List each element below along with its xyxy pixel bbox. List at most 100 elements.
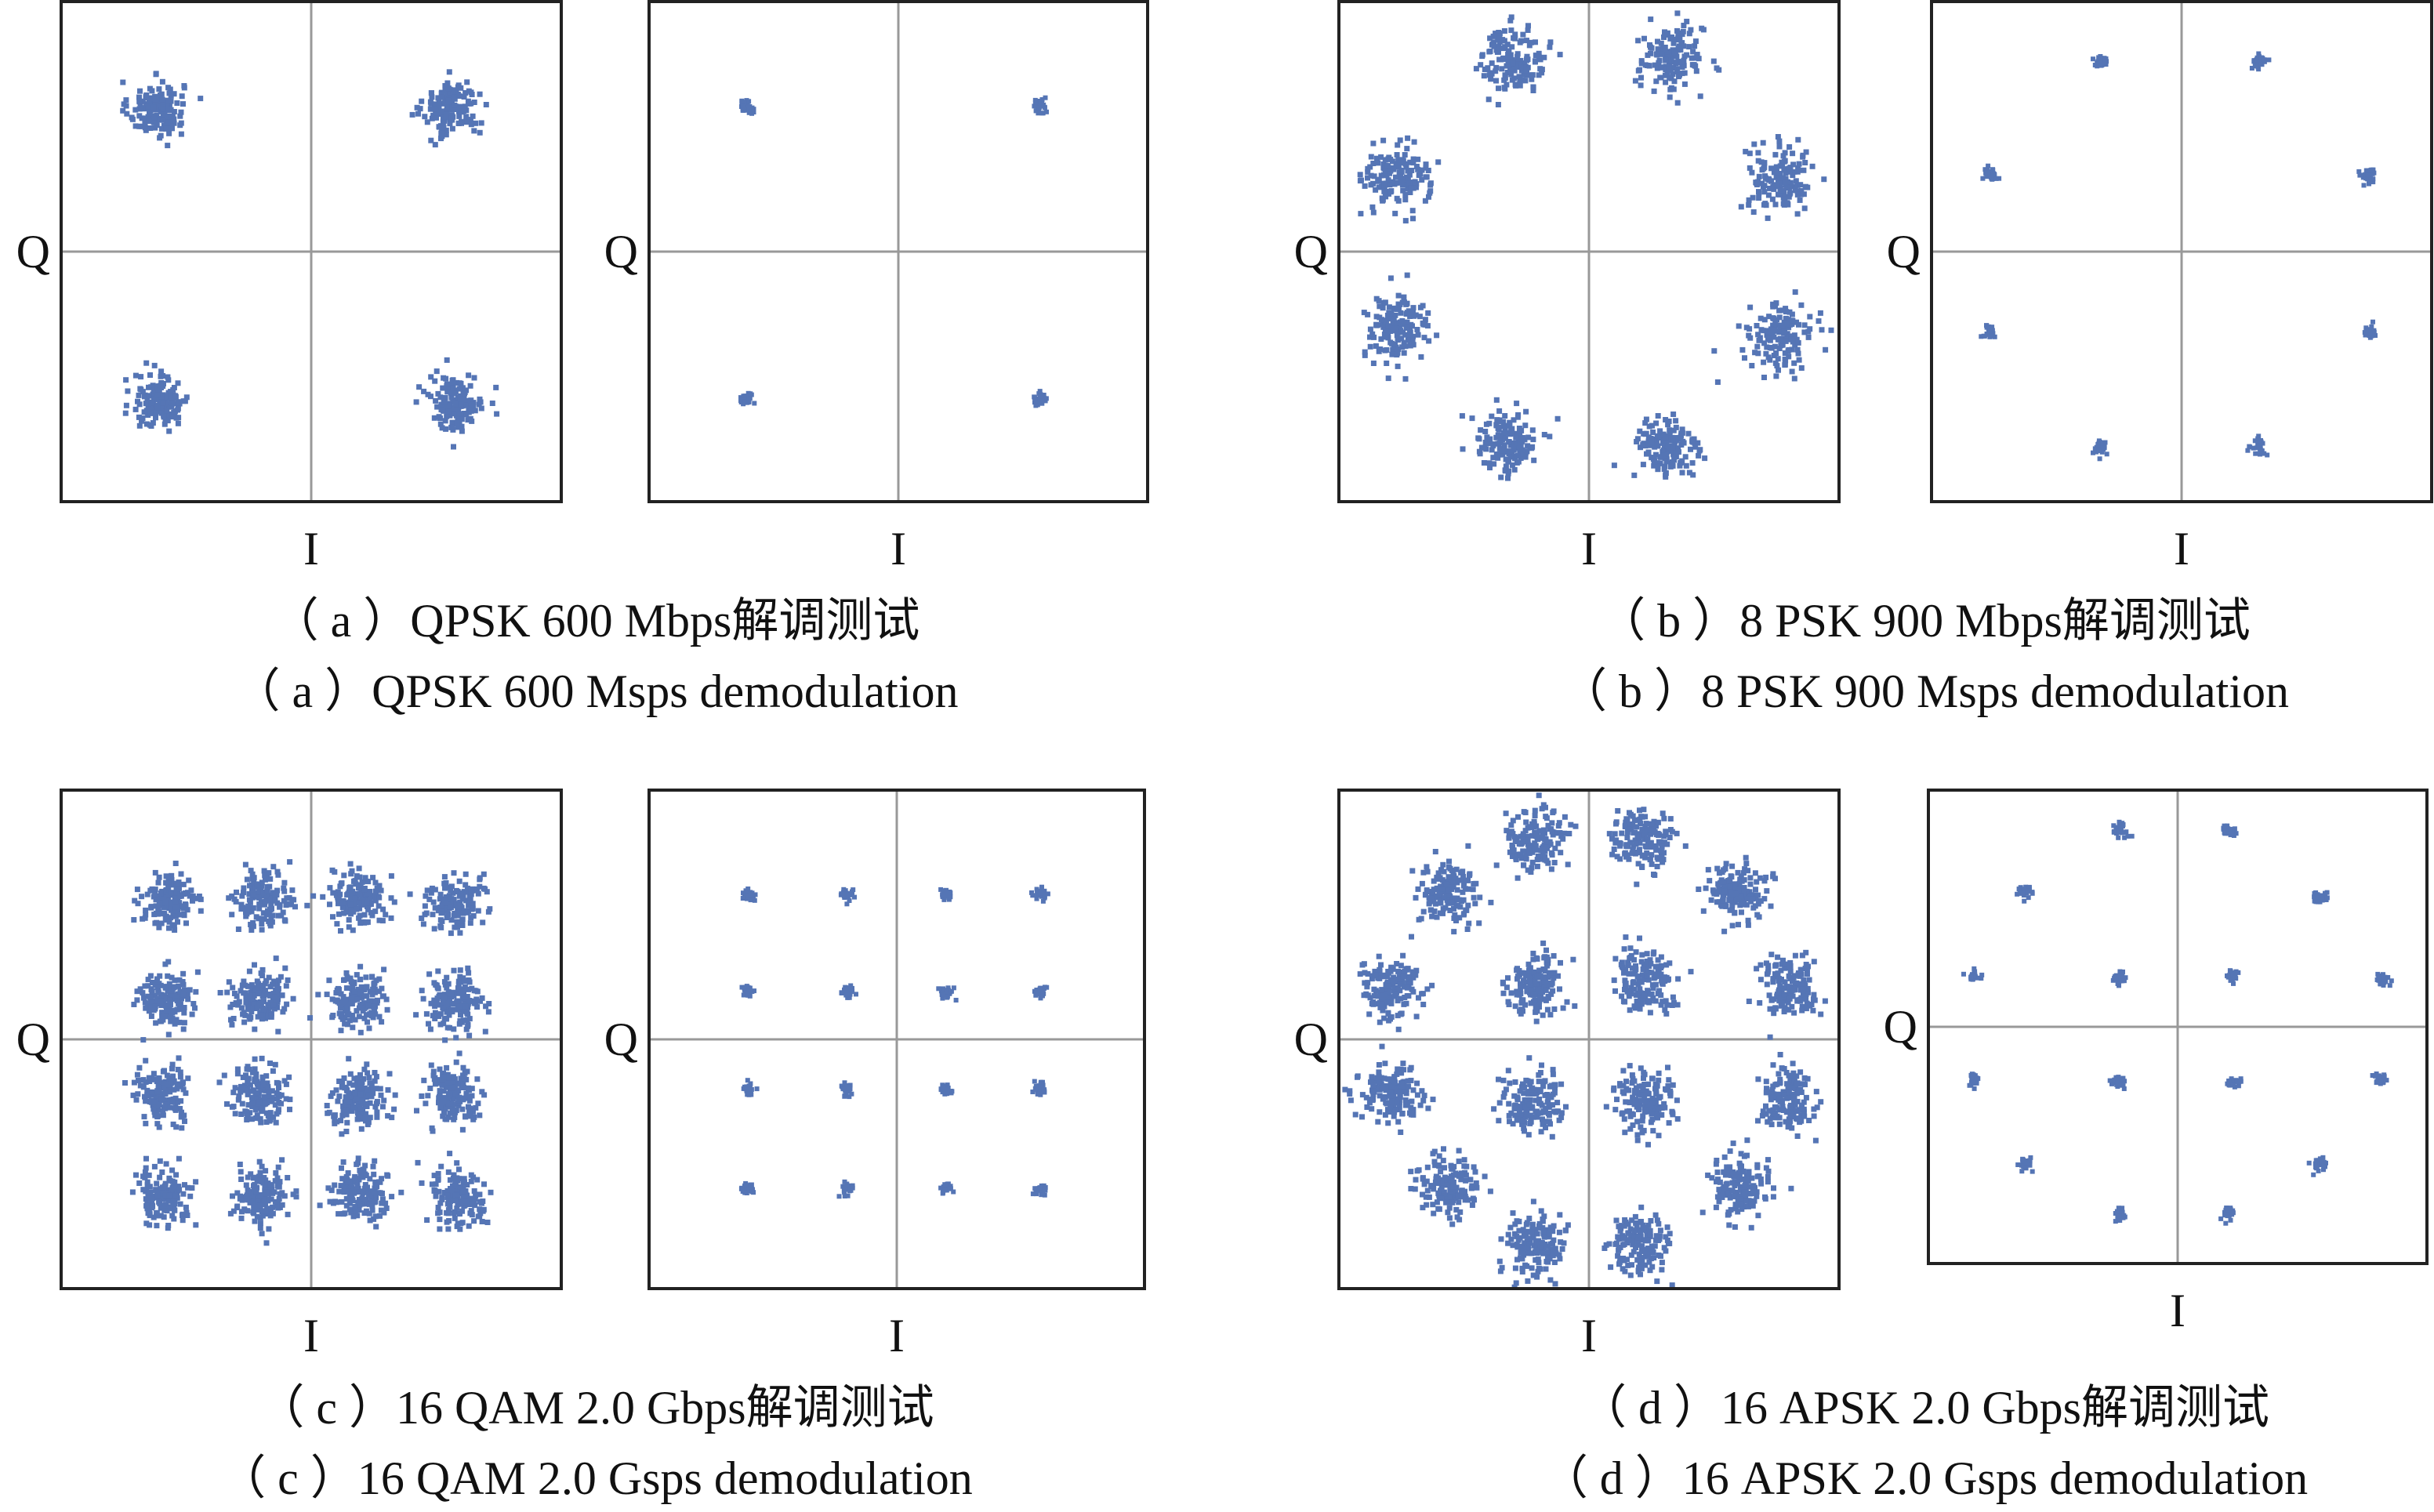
constellation-point <box>1032 984 1050 1001</box>
constellation-point <box>129 1155 199 1231</box>
constellation-point <box>1491 1055 1569 1140</box>
constellation-point <box>1030 1079 1047 1097</box>
constellation-point <box>216 1055 293 1126</box>
constellation-point <box>1032 389 1049 408</box>
constellation-point <box>740 887 758 903</box>
constellation-point <box>738 390 757 407</box>
plot-frame <box>60 789 563 1290</box>
y-axis-label: Q <box>1887 226 1921 277</box>
constellation-point <box>1409 843 1494 935</box>
constellation-point <box>131 861 204 933</box>
plot-frame <box>1930 0 2433 503</box>
plot-frame <box>1337 0 1841 503</box>
constellation-point <box>1711 289 1834 385</box>
constellation-point <box>1746 949 1828 1040</box>
constellation-point <box>1980 163 2002 182</box>
constellation-point <box>131 959 201 1043</box>
constellation-point <box>839 983 858 1000</box>
constellation-point <box>2221 823 2239 838</box>
y-axis-label: Q <box>1294 226 1328 277</box>
x-axis-label: I <box>1581 523 1597 575</box>
constellation-point <box>317 1155 404 1230</box>
plot-frame <box>1927 789 2429 1265</box>
caption-a-en: （ a ）QPSK 600 Msps demodulation <box>233 665 959 717</box>
plot-frame <box>647 0 1149 503</box>
caption-d-cn: （ d ）16 APSK 2.0 Gbps解调测试 <box>1579 1382 2270 1434</box>
constellation-point <box>1361 272 1440 382</box>
constellation-point <box>409 69 489 148</box>
constellation-point <box>1738 134 1827 221</box>
constellation-point <box>739 98 756 116</box>
constellation-point <box>1032 95 1049 116</box>
plot-frame <box>647 789 1146 1290</box>
constellation-point <box>1606 807 1689 887</box>
y-axis-label: Q <box>16 226 50 277</box>
constellation-plot-7: IQ <box>1294 789 1841 1362</box>
constellation-point <box>120 71 204 149</box>
y-axis-label: Q <box>1884 1001 1917 1053</box>
constellation-point <box>1961 966 1985 982</box>
constellation-point <box>2362 319 2378 340</box>
constellation-point <box>1699 1137 1794 1231</box>
constellation-point <box>2015 1155 2035 1174</box>
constellation-point <box>2306 1155 2328 1177</box>
x-axis-label: I <box>303 1310 319 1362</box>
y-axis-label: Q <box>16 1013 50 1065</box>
constellation-point <box>2107 1075 2127 1091</box>
x-axis-label: I <box>303 523 319 575</box>
constellation-point <box>2374 971 2394 988</box>
constellation-point <box>2015 884 2035 904</box>
constellation-point <box>1357 135 1442 224</box>
constellation-point <box>2245 433 2270 458</box>
constellation-point <box>1967 1071 1981 1091</box>
constellation-point <box>122 1055 191 1131</box>
caption-d-en: （ d ）16 APSK 2.0 Gsps demodulation <box>1540 1452 2309 1504</box>
constellation-point <box>310 861 397 934</box>
constellation-point <box>415 1151 494 1232</box>
constellation-plot-3: IQ <box>1294 0 1841 575</box>
constellation-point <box>938 1181 956 1196</box>
caption-c-cn: （ c ）16 QAM 2.0 Gbps解调测试 <box>257 1382 934 1434</box>
constellation-point <box>1030 1183 1048 1198</box>
constellation-plot-8: IQ <box>1884 789 2429 1336</box>
plot-frame <box>60 0 563 503</box>
constellation-point <box>226 859 310 933</box>
plot-frame <box>1337 789 1841 1290</box>
constellation-point <box>1500 940 1578 1024</box>
constellation-point <box>122 360 190 434</box>
constellation-point <box>1611 412 1708 480</box>
constellation-point <box>413 965 492 1043</box>
constellation-point <box>2225 968 2241 986</box>
x-axis-label: I <box>891 523 906 575</box>
constellation-point <box>217 955 313 1035</box>
constellation-point <box>1473 14 1563 107</box>
x-axis-label: I <box>1581 1310 1597 1362</box>
constellation-point <box>1357 934 1435 1032</box>
constellation-plot-2: IQ <box>604 0 1149 575</box>
constellation-point <box>938 1082 955 1097</box>
constellation-plot-6: IQ <box>604 789 1146 1362</box>
constellation-point <box>839 1080 854 1100</box>
constellation-point <box>1755 1052 1824 1144</box>
constellation-point <box>1603 1063 1681 1148</box>
constellation-point <box>2218 1206 2236 1226</box>
constellation-point <box>1602 1204 1675 1289</box>
caption-b-en: （ b ）8 PSK 900 Msps demodulation <box>1559 665 2290 717</box>
y-axis-label: Q <box>1294 1013 1328 1065</box>
constellation-point <box>2356 167 2377 188</box>
constellation-point <box>315 963 390 1035</box>
caption-b-cn: （ b ）8 PSK 900 Mbps解调测试 <box>1598 595 2251 647</box>
y-axis-label: Q <box>604 1013 638 1065</box>
constellation-point <box>1029 884 1050 904</box>
constellation-point <box>1611 934 1694 1017</box>
constellation-point <box>1342 1043 1436 1135</box>
constellation-point <box>407 870 493 937</box>
constellation-point <box>2113 1206 2127 1224</box>
y-axis-label: Q <box>604 226 638 277</box>
caption-c-en: （ c ）16 QAM 2.0 Gsps demodulation <box>219 1452 973 1504</box>
constellation-point <box>741 1078 760 1097</box>
constellation-point <box>1493 792 1579 881</box>
constellation-point <box>2091 54 2109 69</box>
